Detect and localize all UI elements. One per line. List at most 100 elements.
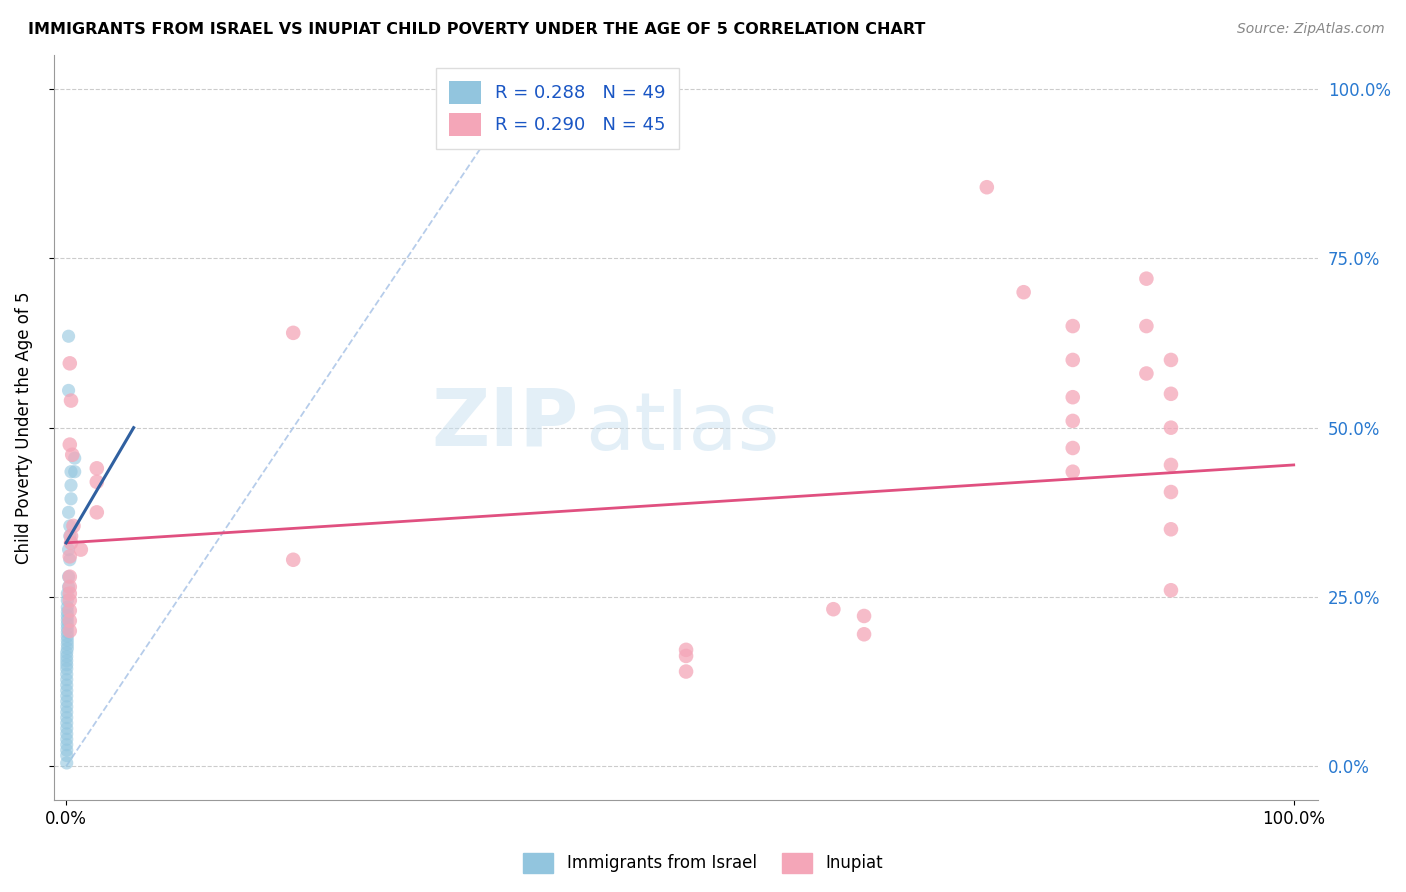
Legend: R = 0.288   N = 49, R = 0.290   N = 45: R = 0.288 N = 49, R = 0.290 N = 45 [436, 68, 679, 149]
Point [1135, 367, 1157, 381]
Point [56, 617, 79, 632]
Point [1160, 583, 1182, 598]
Point [56, 621, 79, 635]
Point [55, 743, 77, 757]
Point [60, 448, 83, 462]
Point [55, 654, 77, 668]
Point [55, 738, 77, 752]
Point [63, 451, 86, 466]
Point [55, 694, 77, 708]
Point [58, 580, 80, 594]
Point [56, 629, 79, 643]
Text: atlas: atlas [585, 389, 779, 467]
Point [55, 646, 77, 660]
Point [59, 519, 82, 533]
Point [63, 465, 86, 479]
Point [675, 665, 697, 679]
Point [60, 478, 83, 492]
Point [86, 475, 108, 489]
Point [1062, 319, 1084, 334]
Point [55, 732, 77, 747]
Point [1062, 441, 1084, 455]
Point [86, 505, 108, 519]
Y-axis label: Child Poverty Under the Age of 5: Child Poverty Under the Age of 5 [15, 292, 32, 564]
Point [58, 505, 80, 519]
Point [59, 356, 82, 370]
Point [60, 529, 83, 543]
Point [59, 437, 82, 451]
Point [56, 593, 79, 607]
Point [55, 667, 77, 681]
Point [59, 553, 82, 567]
Point [56, 609, 79, 624]
Point [59, 587, 82, 601]
Point [675, 648, 697, 663]
Point [55, 689, 77, 703]
Point [55, 722, 77, 736]
Point [56, 625, 79, 640]
Point [1135, 271, 1157, 285]
Point [56, 633, 79, 648]
Point [1062, 465, 1084, 479]
Point [55, 756, 77, 770]
Point [853, 627, 876, 641]
Text: Source: ZipAtlas.com: Source: ZipAtlas.com [1237, 22, 1385, 37]
Point [55, 662, 77, 676]
Point [823, 602, 845, 616]
Point [58, 570, 80, 584]
Text: ZIP: ZIP [432, 385, 579, 463]
Point [86, 461, 108, 475]
Point [60, 536, 83, 550]
Text: IMMIGRANTS FROM ISRAEL VS INUPIAT CHILD POVERTY UNDER THE AGE OF 5 CORRELATION C: IMMIGRANTS FROM ISRAEL VS INUPIAT CHILD … [28, 22, 925, 37]
Point [55, 657, 77, 672]
Point [56, 613, 79, 627]
Point [55, 699, 77, 714]
Point [60, 465, 83, 479]
Point [55, 678, 77, 692]
Point [69, 542, 91, 557]
Point [1160, 420, 1182, 434]
Point [1160, 353, 1182, 368]
Point [55, 748, 77, 763]
Point [56, 637, 79, 651]
Point [58, 542, 80, 557]
Point [59, 603, 82, 617]
Point [56, 641, 79, 656]
Point [55, 649, 77, 664]
Point [55, 716, 77, 731]
Point [56, 600, 79, 615]
Point [283, 553, 305, 567]
Point [59, 593, 82, 607]
Point [59, 580, 82, 594]
Point [55, 683, 77, 698]
Point [1160, 386, 1182, 401]
Point [60, 491, 83, 506]
Point [56, 605, 79, 619]
Point [1062, 353, 1084, 368]
Point [1160, 458, 1182, 472]
Point [55, 727, 77, 741]
Point [675, 643, 697, 657]
Point [55, 710, 77, 724]
Point [59, 529, 82, 543]
Point [58, 384, 80, 398]
Legend: Immigrants from Israel, Inupiat: Immigrants from Israel, Inupiat [516, 847, 890, 880]
Point [62, 519, 84, 533]
Point [1062, 390, 1084, 404]
Point [1160, 522, 1182, 536]
Point [55, 705, 77, 719]
Point [1160, 485, 1182, 500]
Point [59, 624, 82, 638]
Point [56, 587, 79, 601]
Point [59, 614, 82, 628]
Point [59, 570, 82, 584]
Point [60, 393, 83, 408]
Point [1062, 414, 1084, 428]
Point [283, 326, 305, 340]
Point [1012, 285, 1035, 300]
Point [1135, 319, 1157, 334]
Point [59, 549, 82, 564]
Point [58, 329, 80, 343]
Point [976, 180, 998, 194]
Point [55, 673, 77, 687]
